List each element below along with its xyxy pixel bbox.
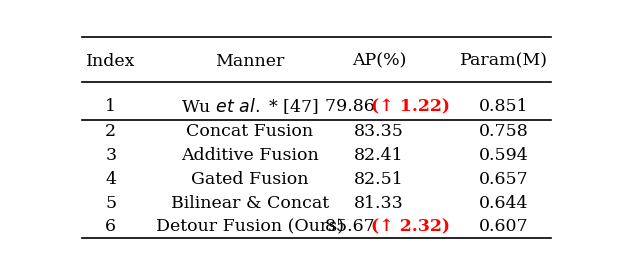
Text: 4: 4 — [105, 171, 116, 188]
Text: 6: 6 — [105, 218, 116, 235]
Text: AP(%): AP(%) — [352, 53, 406, 70]
Text: 3: 3 — [105, 147, 116, 164]
Text: 0.594: 0.594 — [478, 147, 528, 164]
Text: Index: Index — [86, 53, 135, 70]
Text: 2: 2 — [105, 123, 116, 140]
Text: Detour Fusion (Ours): Detour Fusion (Ours) — [156, 218, 344, 235]
Text: 81.33: 81.33 — [354, 195, 404, 212]
Text: 85.67: 85.67 — [325, 218, 380, 235]
Text: 0.657: 0.657 — [478, 171, 528, 188]
Text: Param(M): Param(M) — [460, 53, 548, 70]
Text: 1: 1 — [105, 98, 116, 115]
Text: Bilinear & Concat: Bilinear & Concat — [171, 195, 329, 212]
Text: 0.607: 0.607 — [479, 218, 528, 235]
Text: (↑ 1.22): (↑ 1.22) — [371, 98, 450, 115]
Text: Wu $\it{et\ al.}$ * [47]: Wu $\it{et\ al.}$ * [47] — [180, 97, 319, 116]
Text: 82.51: 82.51 — [354, 171, 404, 188]
Text: 82.41: 82.41 — [354, 147, 404, 164]
Text: Additive Fusion: Additive Fusion — [181, 147, 318, 164]
Text: Manner: Manner — [215, 53, 284, 70]
Text: (↑ 2.32): (↑ 2.32) — [371, 218, 450, 235]
Text: Concat Fusion: Concat Fusion — [186, 123, 313, 140]
Text: 0.644: 0.644 — [479, 195, 528, 212]
Text: 5: 5 — [105, 195, 116, 212]
Text: Gated Fusion: Gated Fusion — [191, 171, 308, 188]
Text: 83.35: 83.35 — [354, 123, 404, 140]
Text: 0.758: 0.758 — [478, 123, 528, 140]
Text: 79.86: 79.86 — [325, 98, 380, 115]
Text: 0.851: 0.851 — [479, 98, 528, 115]
